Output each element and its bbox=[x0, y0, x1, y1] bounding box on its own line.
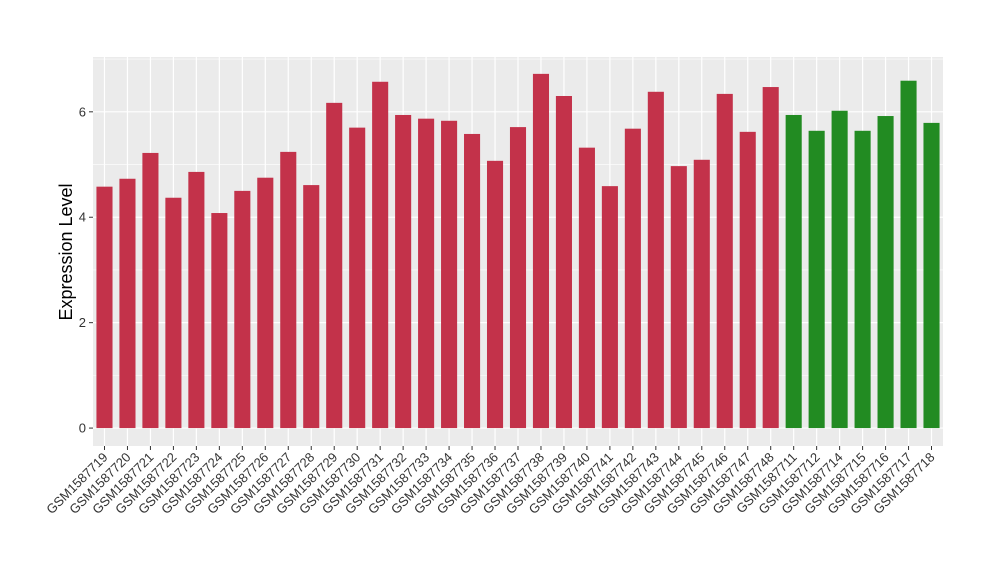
y-tick-label: 2 bbox=[79, 315, 86, 330]
bar-GSM1587718 bbox=[923, 122, 940, 429]
bar-GSM1587730 bbox=[349, 127, 366, 429]
bar-GSM1587721 bbox=[142, 152, 159, 429]
bar-GSM1587716 bbox=[877, 116, 894, 429]
bar-GSM1587723 bbox=[188, 171, 205, 429]
bars bbox=[96, 73, 940, 429]
bar-GSM1587725 bbox=[234, 190, 251, 429]
bar-GSM1587741 bbox=[601, 186, 618, 429]
y-tick-label: 0 bbox=[79, 421, 86, 436]
bar-GSM1587734 bbox=[441, 120, 458, 429]
bar-GSM1587727 bbox=[280, 151, 297, 429]
bar-GSM1587737 bbox=[509, 127, 527, 429]
bar-GSM1587728 bbox=[303, 185, 320, 429]
bar-GSM1587720 bbox=[119, 178, 136, 429]
bar-GSM1587736 bbox=[486, 160, 504, 429]
bar-GSM1587745 bbox=[693, 159, 710, 429]
bar-GSM1587738 bbox=[532, 73, 550, 429]
bar-GSM1587724 bbox=[211, 213, 228, 429]
bar-GSM1587735 bbox=[464, 133, 481, 429]
bar-GSM1587731 bbox=[372, 81, 389, 429]
bar-GSM1587744 bbox=[670, 166, 687, 429]
bar-GSM1587711 bbox=[785, 114, 802, 429]
bar-GSM1587746 bbox=[716, 93, 733, 429]
bar-GSM1587732 bbox=[395, 114, 412, 429]
bar-GSM1587719 bbox=[96, 186, 113, 429]
bar-GSM1587729 bbox=[326, 102, 343, 429]
bar-GSM1587722 bbox=[165, 197, 182, 429]
bar-GSM1587739 bbox=[555, 96, 572, 429]
y-axis-label: Expression Level bbox=[56, 183, 76, 320]
bar-GSM1587740 bbox=[578, 147, 595, 429]
bar-GSM1587726 bbox=[257, 177, 274, 429]
bar-GSM1587748 bbox=[762, 87, 779, 429]
x-axis: GSM1587719GSM1587720GSM1587721GSM1587722… bbox=[43, 446, 938, 517]
bar-GSM1587717 bbox=[900, 80, 917, 429]
bar-GSM1587714 bbox=[831, 110, 848, 429]
bar-GSM1587715 bbox=[854, 130, 871, 429]
bar-GSM1587712 bbox=[808, 130, 825, 429]
y-tick-label: 4 bbox=[79, 210, 86, 225]
y-tick-label: 6 bbox=[79, 104, 86, 119]
y-axis: 0 2 4 6 bbox=[79, 104, 93, 436]
bar-GSM1587743 bbox=[647, 91, 664, 429]
bar-GSM1587742 bbox=[624, 128, 641, 429]
bar-GSM1587747 bbox=[739, 131, 756, 429]
bar-GSM1587733 bbox=[418, 118, 435, 429]
